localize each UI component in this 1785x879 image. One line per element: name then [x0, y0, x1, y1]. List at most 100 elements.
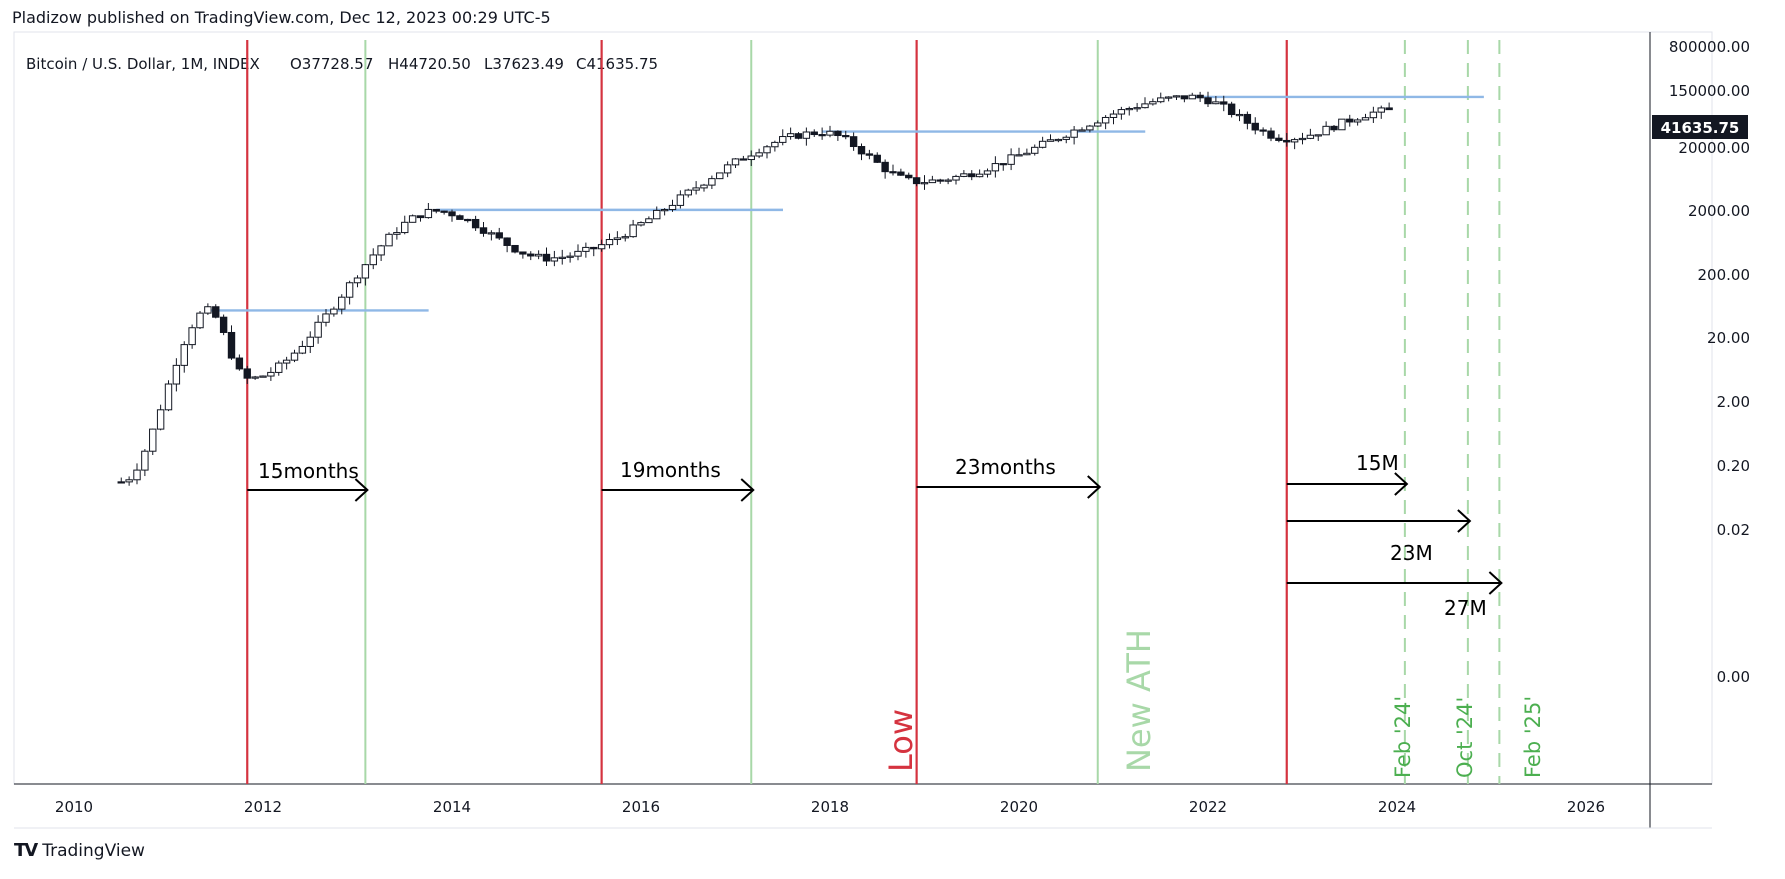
candle-body — [440, 210, 448, 213]
candle-body — [1267, 130, 1275, 139]
candle-body — [857, 146, 866, 155]
candle-body — [527, 253, 535, 257]
candle-body — [133, 469, 141, 481]
candle-body — [1015, 154, 1023, 157]
candle-body — [802, 131, 811, 139]
candle-body — [322, 313, 330, 323]
candle-body — [149, 428, 157, 452]
candle-body — [164, 383, 173, 411]
candle-body — [818, 134, 826, 137]
candle-body — [1038, 140, 1047, 148]
candle-body — [826, 130, 834, 136]
candle-body — [944, 179, 952, 182]
projection-label: Oct '24' — [1453, 697, 1477, 778]
candle-body — [125, 479, 133, 483]
candle-body — [716, 172, 724, 180]
candle-body — [968, 173, 976, 178]
candle-body — [991, 163, 1000, 172]
candle-body — [361, 264, 370, 279]
candle-body — [739, 158, 748, 161]
candle-body — [180, 344, 188, 366]
duration-label: 27M — [1444, 596, 1487, 620]
candle-body — [424, 208, 433, 219]
candle-body — [243, 368, 251, 379]
candle-body — [794, 133, 803, 139]
candle-body — [842, 135, 850, 138]
candle-body — [1346, 118, 1354, 123]
duration-label: 19months — [620, 458, 721, 482]
y-tick-label: 20000.00 — [1678, 139, 1750, 157]
candle-body — [810, 131, 818, 136]
candle-body — [763, 146, 771, 154]
candle-body — [267, 371, 275, 377]
candle-body — [999, 163, 1007, 166]
candle-body — [889, 171, 897, 174]
candle-body — [613, 237, 622, 241]
candle-body — [1220, 101, 1228, 105]
candle-body — [1164, 96, 1173, 99]
candle-body — [212, 306, 220, 318]
candle-body — [574, 250, 582, 257]
candle-body — [542, 253, 551, 262]
candle-body — [1275, 137, 1283, 141]
candle-body — [597, 244, 606, 250]
duration-label: 15M — [1356, 451, 1399, 475]
arrow-head-icon — [1457, 509, 1472, 533]
candle-body — [1314, 134, 1322, 137]
candle-body — [700, 184, 708, 189]
candle-body — [684, 189, 692, 196]
y-tick-label: 20.00 — [1707, 329, 1750, 347]
candle-body — [471, 218, 480, 229]
candle-body — [369, 254, 377, 266]
candle-body — [1133, 107, 1141, 110]
candle-body — [401, 221, 409, 234]
candle-body — [219, 316, 228, 333]
x-tick-label: 2024 — [1378, 798, 1416, 816]
y-tick-label: 0.20 — [1717, 457, 1750, 475]
arrow-head-icon — [1488, 571, 1503, 595]
candle-body — [408, 215, 417, 223]
candle-body — [771, 141, 779, 148]
candle-body — [1031, 146, 1039, 154]
candle-body — [676, 194, 685, 206]
candle-body — [353, 277, 362, 284]
candle-body — [637, 222, 645, 226]
ohlc-high: H44720.50 — [388, 55, 471, 73]
y-tick-label: 800000.00 — [1669, 38, 1750, 56]
y-tick-label: 2.00 — [1717, 393, 1750, 411]
candle-body — [1070, 129, 1078, 138]
candle-body — [653, 209, 661, 220]
candle-body — [275, 362, 283, 373]
candle-body — [960, 173, 968, 177]
candle-body — [566, 255, 574, 258]
candle-body — [1157, 97, 1165, 103]
ohlc-open: O37728.57 — [290, 55, 373, 73]
candle-body — [290, 352, 299, 361]
y-tick-label: 2000.00 — [1688, 202, 1750, 220]
last-price-label: 41635.75 — [1661, 119, 1740, 137]
candle-body — [629, 224, 637, 238]
candle-body — [723, 164, 732, 174]
candle-body — [1141, 103, 1149, 109]
candle-body — [511, 244, 519, 253]
symbol-label: Bitcoin / U.S. Dollar, 1M, INDEX — [26, 55, 260, 73]
arrow-head-icon — [740, 478, 755, 502]
candle-body — [645, 218, 653, 224]
candle-body — [660, 209, 669, 212]
candle-body — [1251, 122, 1259, 131]
candle-body — [1361, 117, 1370, 121]
candle-body — [393, 232, 401, 235]
footer-brand[interactable]: TV TradingView — [14, 840, 145, 861]
y-tick-label: 150000.00 — [1669, 82, 1750, 100]
arrow-head-icon — [1087, 475, 1102, 499]
candle-body — [314, 321, 322, 338]
publish-info: Pladizow published on TradingView.com, D… — [12, 8, 551, 27]
candle-body — [1109, 113, 1118, 118]
candle-body — [834, 130, 842, 137]
x-tick-label: 2012 — [244, 798, 282, 816]
candle-body — [928, 179, 937, 184]
x-tick-label: 2018 — [811, 798, 849, 816]
duration-label: 23M — [1390, 541, 1433, 565]
candle-body — [1377, 107, 1385, 113]
candle-body — [1235, 113, 1244, 117]
